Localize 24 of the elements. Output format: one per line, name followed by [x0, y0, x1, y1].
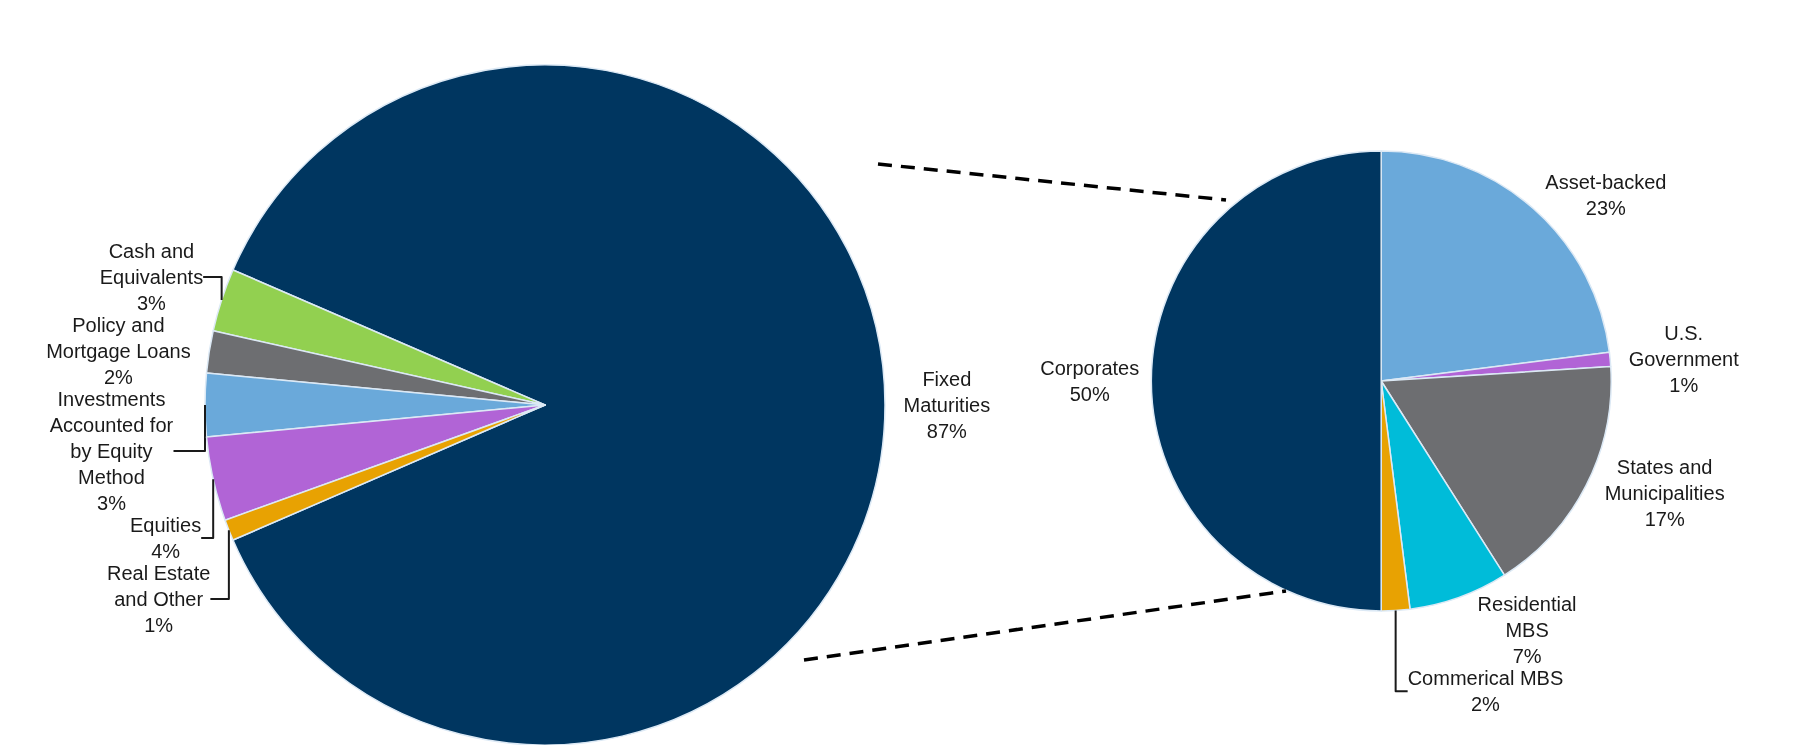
slice-label: States and Municipalities	[1604, 456, 1725, 505]
slice-label: Asset-backed	[1545, 170, 1667, 193]
slice-label: Corporates	[1040, 357, 1140, 379]
data-label: 3%	[97, 491, 127, 514]
data-label: 7%	[1512, 645, 1542, 668]
data-label: 2%	[1470, 693, 1501, 716]
data-label: 50%	[1069, 383, 1110, 405]
data-label: 87%	[926, 420, 968, 442]
slice-label: Residential MBS	[1477, 593, 1577, 642]
data-label: 3%	[136, 291, 167, 314]
data-label: 4%	[151, 539, 181, 562]
slice-label: Equities	[130, 513, 202, 536]
data-label: 23%	[1585, 196, 1627, 219]
slice-label: Real Estate and Other	[106, 561, 211, 610]
data-label: 2%	[103, 365, 134, 388]
data-label: 1%	[144, 613, 174, 636]
slice-label: Fixed Maturities	[903, 368, 991, 416]
slice-label: Policy and Mortgage Loans	[46, 313, 191, 362]
slice-label: U.S. Government	[1628, 322, 1740, 371]
data-label: 17%	[1644, 508, 1685, 531]
slice-label: Commerical MBS	[1407, 667, 1564, 690]
slice-label: Cash and Equivalents	[99, 239, 204, 288]
slice-label: Investments Accounted for by Equity Method	[49, 387, 174, 488]
data-label: 1%	[1669, 374, 1699, 397]
